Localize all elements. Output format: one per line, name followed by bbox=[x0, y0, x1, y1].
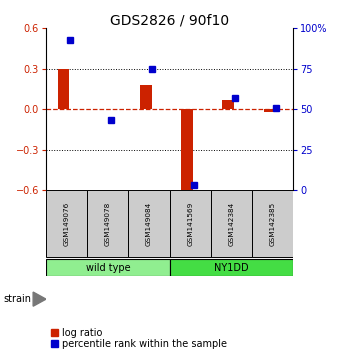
FancyBboxPatch shape bbox=[169, 259, 293, 276]
FancyBboxPatch shape bbox=[46, 190, 87, 257]
Text: GSM142385: GSM142385 bbox=[270, 201, 276, 246]
FancyBboxPatch shape bbox=[46, 259, 169, 276]
FancyBboxPatch shape bbox=[169, 190, 211, 257]
Text: GSM141569: GSM141569 bbox=[187, 201, 193, 246]
FancyBboxPatch shape bbox=[129, 190, 169, 257]
Text: GSM149084: GSM149084 bbox=[146, 201, 152, 246]
FancyBboxPatch shape bbox=[87, 190, 129, 257]
Bar bbox=[140, 85, 151, 109]
Text: GSM149078: GSM149078 bbox=[105, 201, 111, 246]
Bar bbox=[58, 69, 69, 109]
Bar bbox=[264, 109, 275, 112]
Text: NY1DD: NY1DD bbox=[214, 263, 249, 273]
Text: strain: strain bbox=[3, 294, 31, 304]
Bar bbox=[222, 100, 234, 109]
FancyBboxPatch shape bbox=[211, 190, 252, 257]
Legend: log ratio, percentile rank within the sample: log ratio, percentile rank within the sa… bbox=[51, 328, 226, 349]
FancyBboxPatch shape bbox=[252, 190, 293, 257]
Polygon shape bbox=[33, 292, 46, 306]
Text: wild type: wild type bbox=[86, 263, 130, 273]
Title: GDS2826 / 90f10: GDS2826 / 90f10 bbox=[110, 13, 229, 27]
Text: GSM142384: GSM142384 bbox=[228, 201, 235, 246]
Text: GSM149076: GSM149076 bbox=[64, 201, 70, 246]
Bar bbox=[181, 109, 193, 193]
